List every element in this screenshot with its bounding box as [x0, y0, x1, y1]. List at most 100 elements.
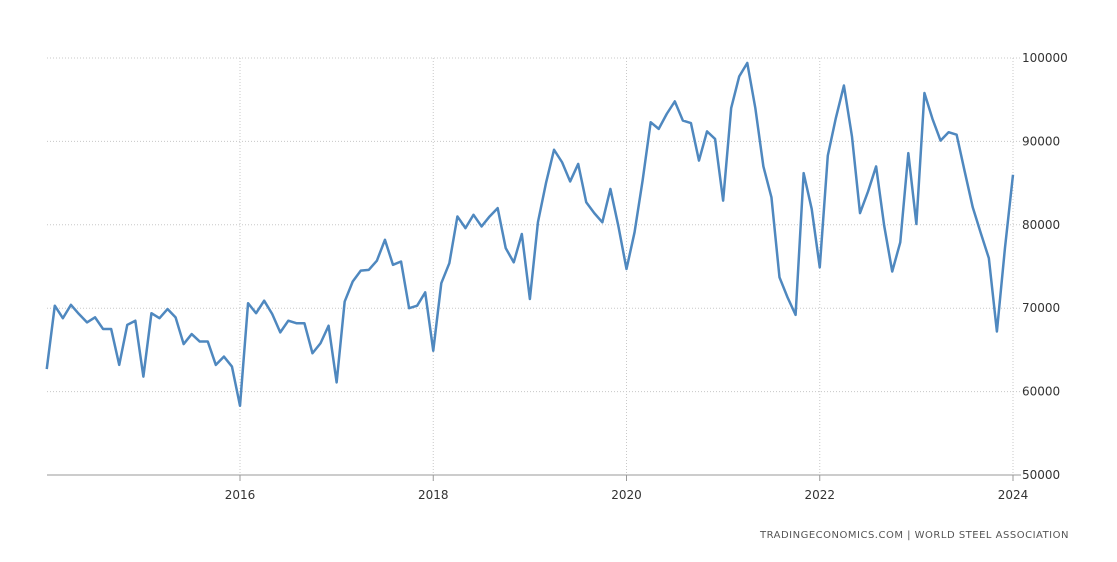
- data-point: [865, 188, 871, 194]
- data-point: [189, 331, 195, 337]
- y-tick-label: 70000: [1022, 301, 1060, 315]
- data-point: [825, 153, 831, 159]
- data-point: [446, 260, 452, 266]
- data-point: [591, 210, 597, 216]
- data-point: [527, 296, 533, 302]
- data-point: [301, 320, 307, 326]
- data-point: [575, 161, 581, 167]
- data-point: [962, 168, 968, 174]
- x-tick-label: 2024: [998, 488, 1029, 502]
- data-point: [342, 299, 348, 305]
- data-point: [599, 219, 605, 225]
- data-point: [873, 163, 879, 169]
- data-point: [559, 159, 565, 165]
- data-point: [382, 237, 388, 243]
- data-point: [148, 310, 154, 316]
- data-point: [712, 136, 718, 142]
- data-point: [366, 267, 372, 273]
- data-point: [624, 266, 630, 272]
- data-point: [833, 115, 839, 121]
- data-point: [197, 339, 203, 345]
- data-point: [422, 289, 428, 295]
- data-point: [398, 259, 404, 265]
- data-point: [704, 128, 710, 134]
- data-point: [970, 204, 976, 210]
- data-point: [84, 319, 90, 325]
- data-point: [350, 279, 356, 285]
- x-tick-label: 2016: [225, 488, 256, 502]
- data-point: [535, 219, 541, 225]
- data-point: [269, 311, 275, 317]
- axis-layer: [47, 475, 1021, 481]
- data-point: [728, 105, 734, 111]
- data-point: [205, 339, 211, 345]
- data-point: [921, 90, 927, 96]
- y-tick-label: 100000: [1022, 51, 1068, 65]
- data-point: [358, 268, 364, 274]
- data-point: [889, 269, 895, 275]
- y-tick-label: 90000: [1022, 134, 1060, 148]
- data-point: [809, 206, 815, 212]
- data-point: [760, 163, 766, 169]
- data-point: [430, 348, 436, 354]
- data-point: [841, 83, 847, 89]
- data-point: [946, 129, 952, 135]
- data-point: [76, 311, 82, 317]
- data-point: [929, 116, 935, 122]
- data-point: [100, 326, 106, 332]
- data-point: [487, 213, 493, 219]
- x-tick-label: 2020: [611, 488, 642, 502]
- data-point: [551, 147, 557, 153]
- data-point: [736, 73, 742, 79]
- data-point: [108, 326, 114, 332]
- x-tick-label: 2018: [418, 488, 449, 502]
- data-point: [801, 170, 807, 176]
- y-tick-label: 50000: [1022, 468, 1060, 482]
- data-point: [503, 245, 509, 251]
- data-point: [583, 199, 589, 205]
- data-point: [60, 315, 66, 321]
- data-point: [881, 223, 887, 229]
- data-point: [817, 264, 823, 270]
- data-point: [495, 205, 501, 211]
- data-point: [688, 120, 694, 126]
- data-point: [309, 350, 315, 356]
- data-point: [326, 323, 332, 329]
- x-tick-label: 2022: [804, 488, 835, 502]
- data-point: [229, 364, 235, 370]
- data-point: [938, 138, 944, 144]
- data-point: [44, 366, 50, 372]
- data-point: [52, 303, 58, 309]
- data-point: [648, 119, 654, 125]
- data-point: [454, 213, 460, 219]
- data-point: [1002, 245, 1008, 251]
- data-point: [479, 223, 485, 229]
- data-point: [116, 362, 122, 368]
- data-point: [213, 362, 219, 368]
- data-point: [438, 280, 444, 286]
- data-point: [414, 303, 420, 309]
- data-point: [519, 231, 525, 237]
- data-point: [543, 180, 549, 186]
- data-point: [334, 379, 340, 385]
- data-point: [1010, 172, 1016, 178]
- data-point: [785, 294, 791, 300]
- data-point: [374, 258, 380, 264]
- data-point: [253, 310, 259, 316]
- data-point: [221, 354, 227, 360]
- data-point: [318, 340, 324, 346]
- data-point: [140, 374, 146, 380]
- data-point: [905, 150, 911, 156]
- data-point: [897, 239, 903, 245]
- data-point: [293, 320, 299, 326]
- data-point: [68, 302, 74, 308]
- data-point: [744, 60, 750, 66]
- data-point: [615, 223, 621, 229]
- data-point: [793, 312, 799, 318]
- data-point: [680, 118, 686, 124]
- data-point: [994, 329, 1000, 335]
- data-point: [245, 300, 251, 306]
- data-point: [986, 255, 992, 261]
- data-point: [978, 230, 984, 236]
- data-point: [696, 158, 702, 164]
